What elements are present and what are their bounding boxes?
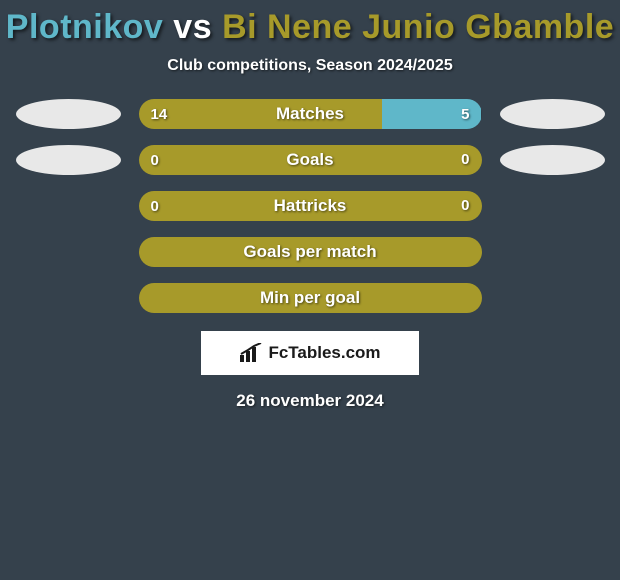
stat-bar: Min per goal <box>139 283 482 313</box>
comparison-title: Plotnikov vs Bi Nene Junio Gbamble <box>0 0 620 47</box>
bar-left-segment: 14 <box>139 99 383 129</box>
stat-bar: 145Matches <box>139 99 482 129</box>
bar-left-value: 0 <box>151 152 159 169</box>
stat-row: 145Matches <box>0 99 620 129</box>
subtitle: Club competitions, Season 2024/2025 <box>0 57 620 75</box>
bar-left-segment <box>139 237 482 267</box>
bar-left-value: 0 <box>151 198 159 215</box>
bar-left-value: 14 <box>151 106 168 123</box>
stat-row: Min per goal <box>0 283 620 313</box>
stat-bar: 00Goals <box>139 145 482 175</box>
bar-right-segment: 5 <box>382 99 481 129</box>
chart-icon <box>239 343 263 363</box>
bar-right-value: 0 <box>461 191 469 221</box>
player-marker-left <box>16 145 121 175</box>
stat-bar: 00Hattricks <box>139 191 482 221</box>
stat-row: 00Hattricks <box>0 191 620 221</box>
title-player2: Bi Nene Junio Gbamble <box>222 8 614 46</box>
player-marker-left <box>16 99 121 129</box>
bar-left-segment: 0 <box>139 191 482 221</box>
bar-right-value: 5 <box>461 106 469 123</box>
date-label: 26 november 2024 <box>0 391 620 411</box>
bar-left-segment: 0 <box>139 145 482 175</box>
title-player1: Plotnikov <box>6 8 164 46</box>
player-marker-right <box>500 99 605 129</box>
title-vs: vs <box>173 8 212 46</box>
stat-row: 00Goals <box>0 145 620 175</box>
source-logo: FcTables.com <box>201 331 419 375</box>
stat-row: Goals per match <box>0 237 620 267</box>
bar-right-value: 0 <box>461 145 469 175</box>
logo-text: FcTables.com <box>268 343 380 363</box>
stat-rows: 145Matches00Goals00HattricksGoals per ma… <box>0 99 620 313</box>
player-marker-right <box>500 145 605 175</box>
stat-bar: Goals per match <box>139 237 482 267</box>
bar-left-segment <box>139 283 482 313</box>
